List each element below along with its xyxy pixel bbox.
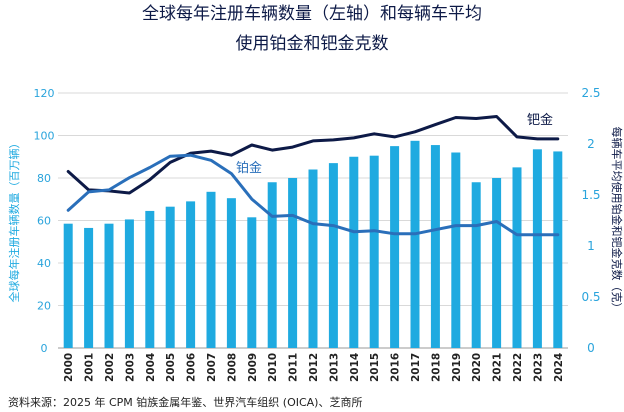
left-tick-label: 20 [37,300,51,313]
left-tick-label: 40 [37,257,51,270]
left-tick-label: 80 [37,172,51,185]
x-tick-label: 2011 [288,353,300,382]
bar [267,182,277,348]
x-tick-label: 2024 [553,353,565,382]
x-axis-ticks: 2000 2001 2002 2003 2004 2005 2006 2007 2008 2009… [63,353,565,382]
left-tick-label: 100 [34,130,55,143]
x-tick-label: 2018 [430,353,442,382]
bar [104,223,114,348]
series-label-palladium: 钯金 [527,112,553,128]
bar [206,191,216,348]
series-line [66,115,560,195]
chart-title-line-2: 使用铂金和钯金克数 [236,33,389,54]
source-note: 资料来源：2025 年 CPM 铂族金属年鉴、世界汽车组织 (OICA)、芝商所 [8,395,362,409]
bar [63,223,73,348]
bar [186,201,196,348]
bar [84,227,94,348]
x-tick-label: 2020 [471,353,483,382]
x-tick-label: 2019 [451,353,463,382]
bar [226,198,236,348]
x-tick-label: 2015 [369,353,381,382]
right-tick-label: 0.5 [581,290,600,304]
right-tick-label: 1 [587,239,595,253]
right-axis-ticks: 0 0.5 1 1.5 2 2.5 [581,86,600,355]
bar [369,155,379,348]
bar [512,167,522,348]
x-tick-label: 2009 [247,353,259,382]
left-tick-label: 0 [41,342,48,355]
x-tick-label: 2010 [267,353,279,382]
x-tick-label: 2022 [512,353,524,382]
x-tick-label: 2017 [410,353,422,382]
x-tick-label: 2008 [226,353,238,382]
x-tick-label: 2016 [390,353,402,382]
bar [553,151,563,348]
series-line [66,153,560,237]
x-tick-label: 2001 [84,353,96,382]
bar [145,210,155,348]
bar [328,163,338,348]
left-tick-label: 60 [37,215,51,228]
y-axis-left-label: 全球每年注册车辆数量（百万辆） [7,138,21,303]
x-tick-label: 2012 [308,353,320,382]
bar [492,178,502,348]
x-tick-label: 2023 [532,353,544,382]
line-series [66,115,560,237]
x-tick-label: 2007 [206,353,218,382]
bar [451,152,461,348]
bar [349,156,359,348]
right-tick-label: 1.5 [581,188,600,202]
bar [124,219,134,348]
x-tick-label: 2000 [63,353,75,382]
bar [288,178,298,348]
right-tick-label: 2 [587,137,595,151]
series-label-platinum: 铂金 [236,160,262,176]
bar [247,217,257,348]
right-tick-label: 2.5 [581,86,600,100]
x-tick-label: 2004 [145,353,157,382]
x-tick-label: 2013 [328,353,340,382]
y-axis-right-label: 每辆车平均使用铂金和钯金克数（克） [610,127,624,314]
x-tick-label: 2006 [186,353,198,382]
x-tick-label: 2005 [165,353,177,382]
bar [165,206,175,348]
bar [390,146,400,348]
left-tick-label: 120 [34,87,55,100]
chart-title-line-1: 全球每年注册车辆数量（左轴）和每辆车平均 [142,4,482,24]
bar [308,169,318,348]
left-axis-ticks: 0 20 40 60 80 100 120 [34,87,55,355]
x-tick-label: 2014 [349,353,361,382]
bar [532,149,542,348]
bar [410,140,420,348]
x-tick-label: 2002 [104,353,116,382]
x-tick-label: 2021 [492,353,504,382]
right-tick-label: 0 [587,341,595,355]
bar [430,145,440,348]
bar-series [63,140,563,348]
x-tick-label: 2003 [124,353,136,382]
bar [471,182,481,348]
